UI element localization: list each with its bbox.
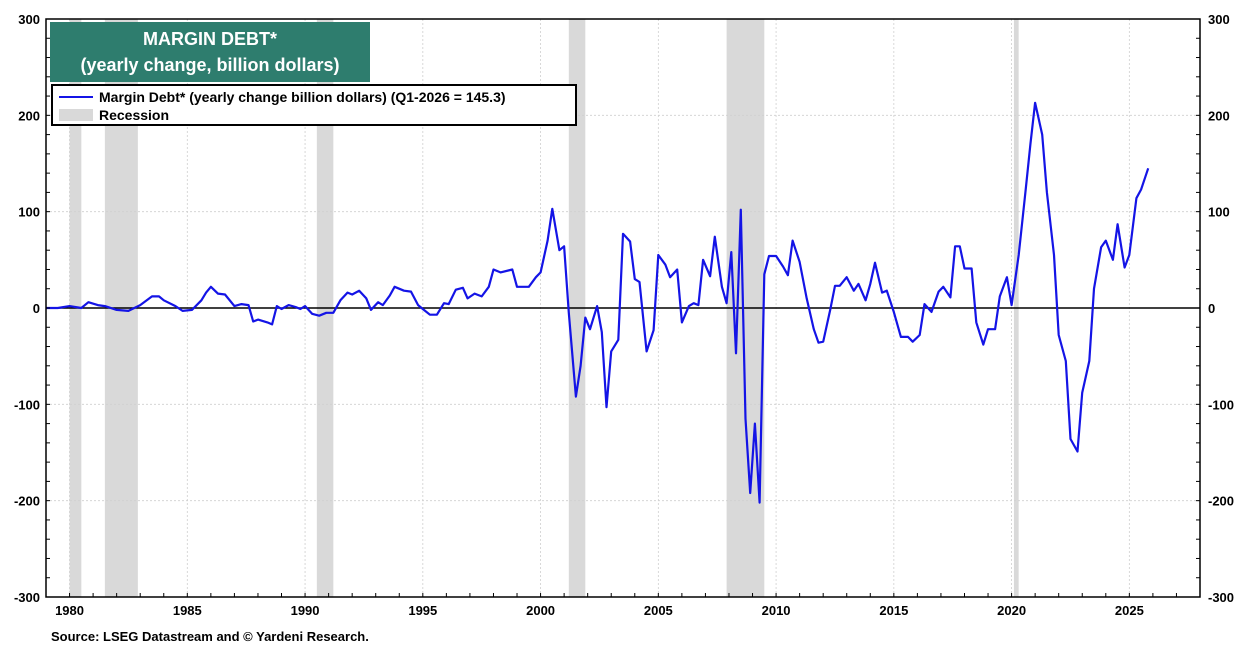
y-tick-label-right: 100 <box>1208 205 1230 220</box>
legend-series-label: Margin Debt* (yearly change billion doll… <box>99 89 506 105</box>
x-tick-label: 2010 <box>762 603 791 618</box>
x-tick-label: 1995 <box>408 603 437 618</box>
x-tick-label: 1985 <box>173 603 202 618</box>
legend-row-recession: Recession <box>59 106 169 124</box>
y-tick-label-left: -200 <box>14 494 40 509</box>
source-note: Source: LSEG Datastream and © Yardeni Re… <box>51 629 369 644</box>
y-tick-label-left: 200 <box>18 108 40 123</box>
y-tick-label-left: -100 <box>14 397 40 412</box>
y-tick-label-left: -300 <box>14 590 40 605</box>
y-tick-label-left: 300 <box>18 12 40 27</box>
x-tick-label: 2005 <box>644 603 673 618</box>
x-tick-label: 1990 <box>291 603 320 618</box>
y-tick-label-right: 0 <box>1208 301 1215 316</box>
y-tick-label-right: -100 <box>1208 397 1234 412</box>
y-tick-label-right: -200 <box>1208 494 1234 509</box>
legend: Margin Debt* (yearly change billion doll… <box>51 84 577 126</box>
legend-series-swatch <box>59 96 93 98</box>
legend-recession-label: Recession <box>99 107 170 123</box>
y-tick-label-left: 0 <box>33 301 40 316</box>
legend-recession-swatch <box>59 109 93 121</box>
x-tick-label: 2015 <box>879 603 908 618</box>
chart-title-line1: MARGIN DEBT* <box>143 29 277 49</box>
chart-title-line2: (yearly change, billion dollars) <box>80 55 340 75</box>
y-tick-label-left: 100 <box>18 205 40 220</box>
chart-title-box: MARGIN DEBT* (yearly change, billion dol… <box>50 22 370 82</box>
x-tick-label: 1980 <box>55 603 84 618</box>
x-tick-label: 2025 <box>1115 603 1144 618</box>
y-tick-label-right: 200 <box>1208 108 1230 123</box>
series-line-margin-debt <box>46 101 1150 504</box>
x-tick-label: 2020 <box>997 603 1026 618</box>
legend-row-series: Margin Debt* (yearly change billion doll… <box>59 88 506 106</box>
y-tick-label-right: -300 <box>1208 590 1234 605</box>
y-tick-label-right: 300 <box>1208 12 1230 27</box>
x-tick-label: 2000 <box>526 603 555 618</box>
